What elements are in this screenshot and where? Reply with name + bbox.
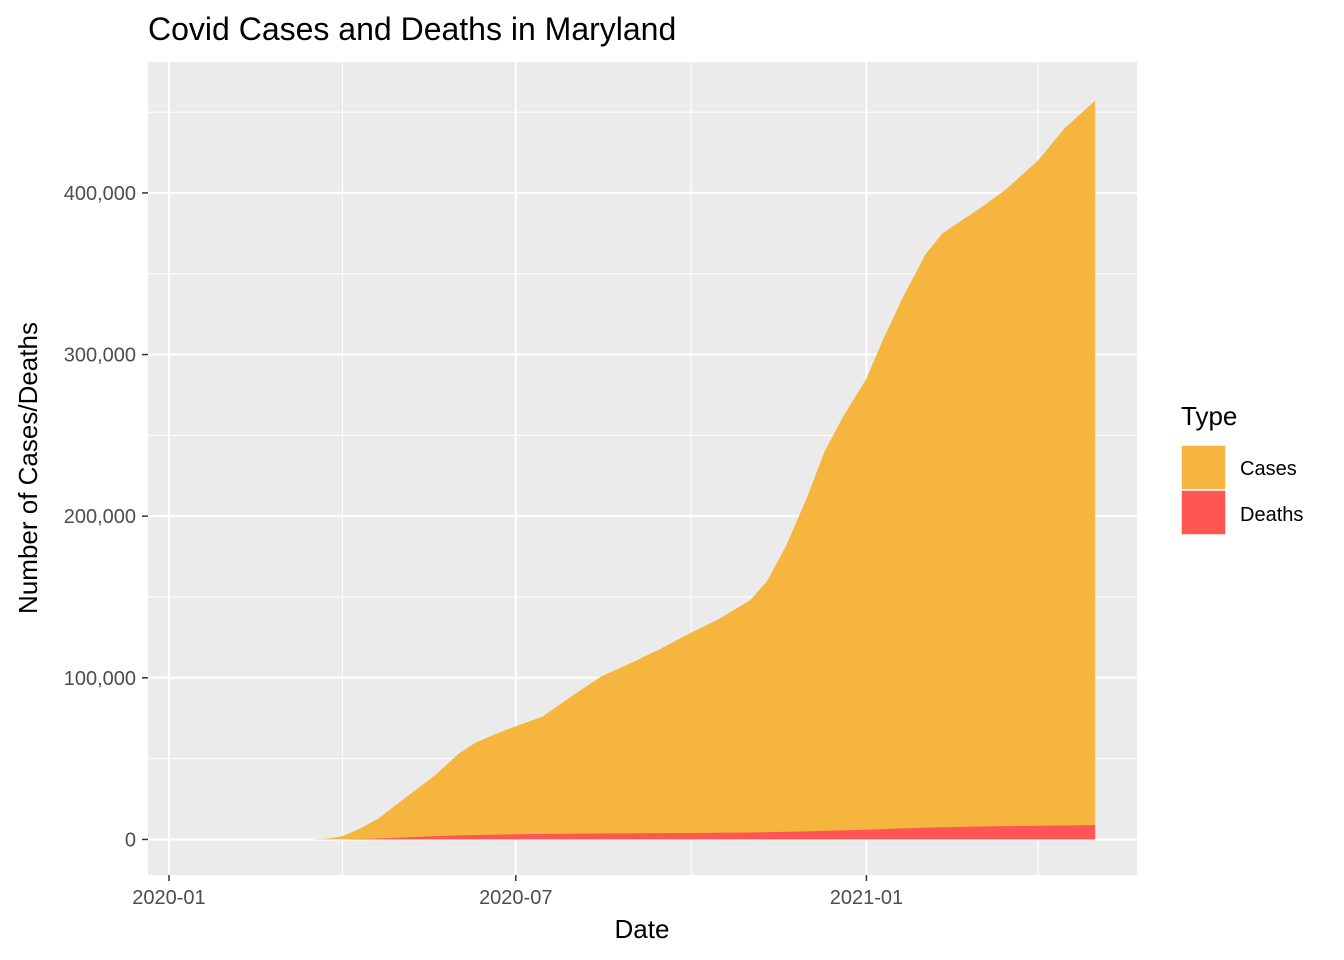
legend-key-deaths xyxy=(1180,489,1227,536)
chart-title: Covid Cases and Deaths in Maryland xyxy=(148,11,676,47)
legend-item-cases: Cases xyxy=(1180,444,1297,491)
x-tick-label: 2020-07 xyxy=(479,887,552,909)
area-deaths xyxy=(290,825,1096,840)
x-axis-title: Date xyxy=(615,914,670,944)
y-tick-label: 100,000 xyxy=(64,668,136,690)
legend-item-deaths: Deaths xyxy=(1180,489,1303,536)
y-tick-label: 400,000 xyxy=(64,183,136,205)
legend-label-deaths: Deaths xyxy=(1240,504,1303,526)
legend-key-cases xyxy=(1180,444,1227,491)
legend-title: Type xyxy=(1181,401,1237,431)
legend-label-cases: Cases xyxy=(1240,458,1297,480)
y-axis: 0 100,000 200,000 300,000 400,000 xyxy=(64,183,148,851)
x-tick-label: 2020-01 xyxy=(132,887,205,909)
area-cases xyxy=(290,100,1096,840)
legend: Type Cases Deaths xyxy=(1180,401,1303,536)
y-tick-label: 300,000 xyxy=(64,345,136,367)
y-tick-label: 200,000 xyxy=(64,506,136,528)
data-areas xyxy=(290,100,1096,840)
y-axis-title: Number of Cases/Deaths xyxy=(13,322,43,614)
x-tick-label: 2021-01 xyxy=(830,887,903,909)
x-axis: 2020-01 2020-07 2021-01 xyxy=(132,875,903,909)
y-tick-label: 0 xyxy=(125,829,136,851)
